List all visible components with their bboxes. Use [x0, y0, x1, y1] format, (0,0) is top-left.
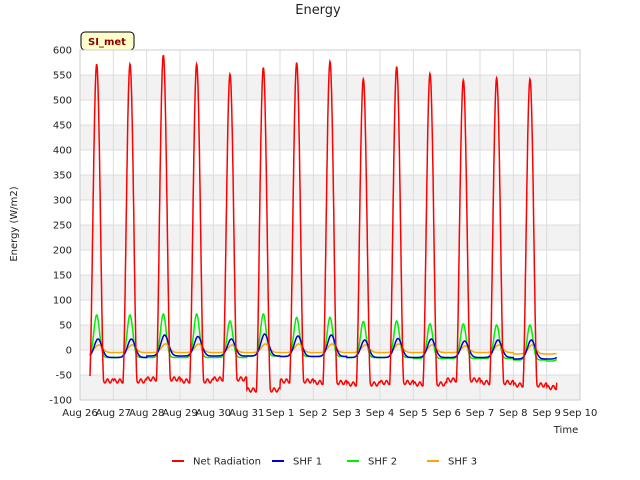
x-tick-label: Aug 31 — [229, 408, 264, 419]
legend-label: Net Radiation — [193, 457, 261, 468]
series-layer — [89, 54, 558, 393]
x-tick-label: Aug 27 — [96, 408, 131, 419]
y-axis-label: Energy (W/m2) — [9, 186, 20, 261]
y-tick-label: 450 — [53, 121, 72, 132]
chart-title: Energy — [295, 3, 341, 18]
y-tick-label: 500 — [53, 96, 72, 107]
y-tick-label: 400 — [53, 146, 72, 157]
legend-label: SHF 1 — [293, 457, 322, 468]
legend-label: SHF 2 — [368, 457, 397, 468]
y-tick-label: 350 — [53, 171, 72, 182]
y-axis-ticks: -100 -50 0 50 100 150 200 250 300 350 400 450 500 550… — [49, 46, 72, 407]
background-band — [80, 175, 580, 200]
legend: Net Radiation SHF 1 SHF 2 SHF 3 — [172, 457, 477, 468]
y-tick-label: 550 — [53, 71, 72, 82]
background-band — [80, 375, 580, 400]
plot-frame — [79, 49, 581, 401]
y-tick-label: 300 — [53, 196, 72, 207]
x-tick-label: Sep 2 — [299, 408, 327, 419]
x-tick-label: Sep 6 — [432, 408, 460, 419]
x-tick-label: Aug 29 — [162, 408, 197, 419]
x-tick-label: Sep 3 — [332, 408, 360, 419]
background-band — [80, 75, 580, 100]
x-tick-label: Sep 4 — [366, 408, 394, 419]
x-tick-label: Aug 30 — [196, 408, 231, 419]
x-tick-label: Sep 5 — [399, 408, 427, 419]
x-tick-label: Sep 9 — [532, 408, 560, 419]
y-tick-label: 600 — [53, 46, 72, 57]
station-badge: SI_met — [80, 31, 135, 51]
y-tick-label: 0 — [66, 346, 72, 357]
x-tick-label: Sep 8 — [499, 408, 527, 419]
station-badge-label: SI_met — [88, 37, 126, 48]
x-axis-label: Time — [553, 425, 578, 436]
y-tick-label: 100 — [53, 296, 72, 307]
x-tick-label: Sep 7 — [466, 408, 494, 419]
y-tick-label: -100 — [49, 396, 72, 407]
y-tick-label: -50 — [56, 371, 72, 382]
y-tick-label: 250 — [53, 221, 72, 232]
series-line-net-radiation — [89, 54, 558, 393]
y-tick-label: 150 — [53, 271, 72, 282]
x-tick-label: Sep 10 — [563, 408, 598, 419]
x-tick-label: Sep 1 — [266, 408, 294, 419]
y-tick-label: 200 — [53, 246, 72, 257]
x-tick-label: Aug 26 — [62, 408, 97, 419]
x-tick-label: Aug 28 — [129, 408, 164, 419]
background-band — [80, 275, 580, 300]
background-band — [80, 125, 580, 150]
y-tick-label: 50 — [59, 321, 72, 332]
background-band — [80, 225, 580, 250]
legend-label: SHF 3 — [448, 457, 477, 468]
